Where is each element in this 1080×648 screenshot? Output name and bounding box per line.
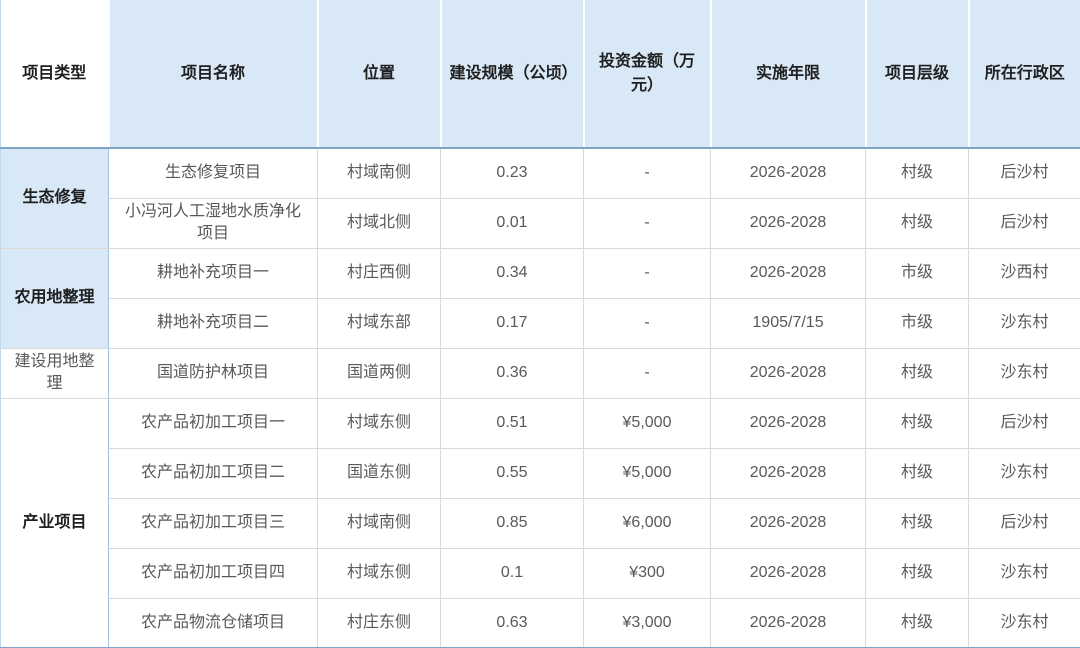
cell-district: 沙东村 (968, 448, 1080, 499)
cell-district: 沙东村 (968, 598, 1080, 648)
table-row: 农用地整理 耕地补充项目一 村庄西侧 0.34 - 2026-2028 市级 沙… (0, 248, 1080, 349)
cell-level: 市级 (865, 298, 969, 349)
group-cell-construction-land-consolidation: 建设用地整理 (0, 348, 109, 399)
cell-scale: 0.17 (440, 298, 584, 349)
cell-location: 国道东侧 (317, 448, 441, 499)
cell-level: 村级 (865, 148, 969, 199)
cell-project-name: 农产品物流仓储项目 (108, 598, 318, 648)
table-row: 产业项目 农产品初加工项目一 村域东侧 0.51 ¥5,000 2026-202… (0, 398, 1080, 648)
cell-scale: 0.34 (440, 248, 584, 299)
cell-project-name: 耕地补充项目一 (108, 248, 318, 299)
cell-district: 后沙村 (968, 398, 1080, 449)
cell-years: 2026-2028 (710, 248, 866, 299)
table-row: 生态修复 生态修复项目 村域南侧 0.23 - 2026-2028 村级 后沙村 (0, 148, 1080, 249)
table-row: 农产品初加工项目三 村域南侧 0.85 ¥6,000 2026-2028 村级 … (1, 498, 1080, 549)
cell-scale: 0.55 (440, 448, 584, 499)
table-row: 农产品初加工项目四 村域东侧 0.1 ¥300 2026-2028 村级 沙东村 (1, 548, 1080, 599)
cell-location: 村域南侧 (317, 148, 441, 199)
cell-project-name: 农产品初加工项目一 (108, 398, 318, 449)
col-header-project-name: 项目名称 (108, 0, 319, 149)
cell-district: 沙东村 (968, 548, 1080, 599)
cell-scale: 0.36 (440, 348, 584, 399)
col-header-project-type: 项目类型 (0, 0, 110, 149)
cell-investment: ¥5,000 (583, 398, 711, 449)
cell-location: 村域北侧 (317, 198, 441, 249)
cell-district: 沙东村 (968, 348, 1080, 399)
cell-project-name: 农产品初加工项目三 (108, 498, 318, 549)
cell-location: 村域东部 (317, 298, 441, 349)
cell-level: 村级 (865, 448, 969, 499)
cell-scale: 0.51 (440, 398, 584, 449)
cell-location: 村域东侧 (317, 548, 441, 599)
table-header: 项目类型 项目名称 位置 建设规模（公顷） 投资金额（万元） 实施年限 项目层级… (0, 0, 1080, 149)
col-header-scale: 建设规模（公顷） (440, 0, 585, 149)
group-cell-industry-projects: 产业项目 (0, 398, 109, 648)
cell-investment: ¥300 (583, 548, 711, 599)
col-header-level: 项目层级 (865, 0, 970, 149)
cell-scale: 0.23 (440, 148, 584, 199)
cell-investment: - (583, 298, 711, 349)
cell-scale: 0.1 (440, 548, 584, 599)
cell-investment: - (583, 248, 711, 299)
cell-scale: 0.01 (440, 198, 584, 249)
cell-location: 国道两侧 (317, 348, 441, 399)
cell-level: 村级 (865, 398, 969, 449)
cell-location: 村庄东侧 (317, 598, 441, 648)
cell-project-name: 农产品初加工项目二 (108, 448, 318, 499)
cell-investment: - (583, 198, 711, 249)
cell-investment: - (583, 348, 711, 399)
cell-location: 村域东侧 (317, 398, 441, 449)
cell-district: 后沙村 (968, 198, 1080, 249)
table-row: 小冯河人工湿地水质净化项目 村域北侧 0.01 - 2026-2028 村级 后… (1, 198, 1080, 249)
cell-investment: - (583, 148, 711, 199)
group-cell-farmland-consolidation: 农用地整理 (0, 248, 109, 349)
cell-district: 沙东村 (968, 298, 1080, 349)
cell-years: 2026-2028 (710, 348, 866, 399)
cell-years: 2026-2028 (710, 548, 866, 599)
table-row: 建设用地整理 国道防护林项目 国道两侧 0.36 - 2026-2028 村级 … (0, 348, 1080, 399)
cell-district: 沙西村 (968, 248, 1080, 299)
cell-level: 村级 (865, 548, 969, 599)
table-body: 生态修复 生态修复项目 村域南侧 0.23 - 2026-2028 村级 后沙村… (0, 148, 1080, 648)
cell-project-name: 生态修复项目 (108, 148, 318, 199)
cell-district: 后沙村 (968, 498, 1080, 549)
cell-investment: ¥6,000 (583, 498, 711, 549)
col-header-district: 所在行政区 (968, 0, 1080, 149)
table-row: 农产品初加工项目二 国道东侧 0.55 ¥5,000 2026-2028 村级 … (1, 448, 1080, 499)
cell-years: 1905/7/15 (710, 298, 866, 349)
col-header-location: 位置 (317, 0, 442, 149)
cell-years: 2026-2028 (710, 398, 866, 449)
cell-scale: 0.85 (440, 498, 584, 549)
cell-years: 2026-2028 (710, 498, 866, 549)
cell-years: 2026-2028 (710, 598, 866, 648)
cell-level: 市级 (865, 248, 969, 299)
col-header-investment: 投资金额（万元） (583, 0, 712, 149)
cell-level: 村级 (865, 348, 969, 399)
table-row: 农产品物流仓储项目 村庄东侧 0.63 ¥3,000 2026-2028 村级 … (1, 598, 1080, 648)
cell-years: 2026-2028 (710, 148, 866, 199)
cell-project-name: 农产品初加工项目四 (108, 548, 318, 599)
cell-level: 村级 (865, 198, 969, 249)
cell-project-name: 小冯河人工湿地水质净化项目 (108, 198, 318, 249)
cell-years: 2026-2028 (710, 448, 866, 499)
cell-district: 后沙村 (968, 148, 1080, 199)
cell-level: 村级 (865, 498, 969, 549)
cell-investment: ¥5,000 (583, 448, 711, 499)
header-row: 项目类型 项目名称 位置 建设规模（公顷） 投资金额（万元） 实施年限 项目层级… (0, 0, 1080, 149)
cell-project-name: 耕地补充项目二 (108, 298, 318, 349)
table-row: 耕地补充项目二 村域东部 0.17 - 1905/7/15 市级 沙东村 (1, 298, 1080, 349)
group-cell-ecological-restoration: 生态修复 (0, 148, 109, 249)
cell-location: 村域南侧 (317, 498, 441, 549)
cell-project-name: 国道防护林项目 (108, 348, 318, 399)
cell-location: 村庄西侧 (317, 248, 441, 299)
cell-level: 村级 (865, 598, 969, 648)
col-header-years: 实施年限 (710, 0, 867, 149)
cell-scale: 0.63 (440, 598, 584, 648)
cell-years: 2026-2028 (710, 198, 866, 249)
cell-investment: ¥3,000 (583, 598, 711, 648)
